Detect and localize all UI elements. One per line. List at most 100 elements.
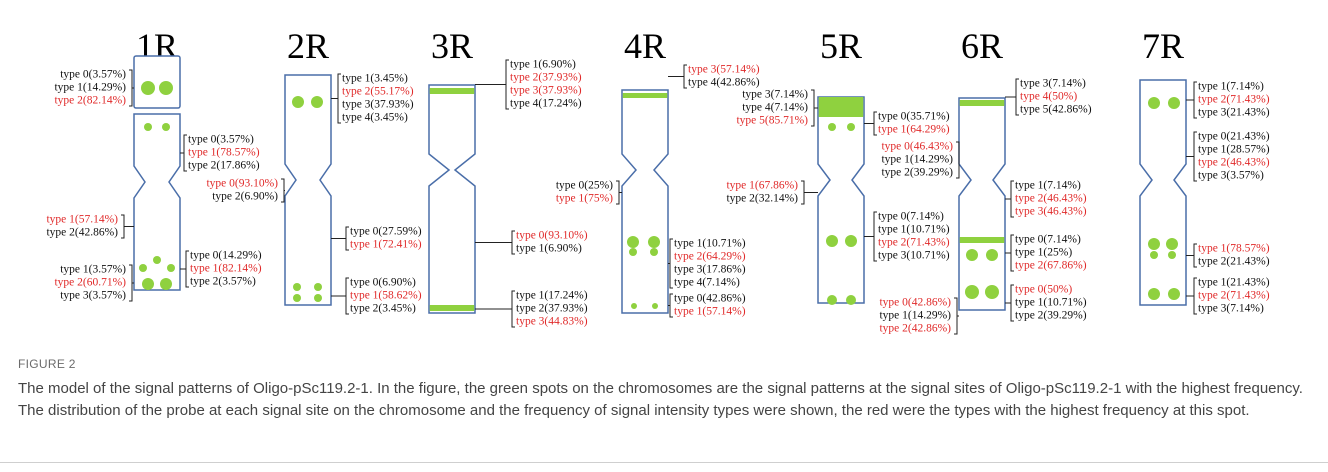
signal-spot (1148, 238, 1160, 250)
type-label: type 3(37.93%) (342, 99, 414, 111)
type-label: type 2(71.43%) (878, 237, 950, 249)
type-label: type 0(7.14%) (1015, 234, 1081, 246)
signal-spot (1150, 251, 1158, 259)
type-label: type 1(10.71%) (1015, 297, 1087, 309)
chromosome-name: 7R (1142, 26, 1184, 66)
type-label: type 5(42.86%) (1020, 104, 1092, 116)
type-label: type 1(7.14%) (1015, 180, 1081, 192)
type-label: type 2(39.29%) (881, 167, 953, 179)
type-label: type 1(7.14%) (1198, 81, 1264, 93)
signal-spot (826, 235, 838, 247)
type-label: type 1(3.57%) (60, 264, 126, 276)
type-label: type 3(3.57%) (1198, 170, 1264, 182)
type-label: type 3(37.93%) (510, 85, 582, 97)
signal-band (430, 88, 475, 94)
signal-spot (652, 303, 658, 309)
type-label: type 3(46.43%) (1015, 206, 1087, 218)
chromosome-name: 6R (961, 26, 1003, 66)
type-label: type 0(46.43%) (881, 141, 953, 153)
signal-band (960, 237, 1005, 243)
type-label: type 1(25%) (1015, 247, 1072, 259)
bracket (864, 212, 877, 261)
type-label: type 2(60.71%) (54, 277, 126, 289)
signal-spot (159, 81, 173, 95)
signal-spot (314, 294, 322, 302)
type-label: type 0(7.14%) (878, 211, 944, 223)
bracket (331, 74, 341, 123)
type-label: type 1(57.14%) (46, 214, 118, 226)
type-label: type 2(46.43%) (1198, 157, 1270, 169)
type-label: type 3(3.57%) (60, 290, 126, 302)
bracket (1186, 244, 1197, 267)
type-label: type 1(21.43%) (1198, 277, 1270, 289)
satellite (134, 56, 180, 108)
signal-spot (648, 236, 660, 248)
type-label: type 0(93.10%) (206, 178, 278, 190)
type-label: type 0(3.57%) (188, 134, 254, 146)
bracket (475, 231, 515, 254)
signal-spot (827, 295, 837, 305)
signal-spot (1148, 288, 1160, 300)
bracket (121, 215, 134, 238)
signal-spot (167, 264, 175, 272)
signal-spot (828, 123, 836, 131)
type-label: type 2(17.86%) (188, 160, 260, 172)
signal-band (430, 305, 475, 311)
type-label: type 1(78.57%) (188, 147, 260, 159)
chromosome (959, 98, 1005, 310)
type-label: type 4(3.45%) (342, 112, 408, 124)
type-label: type 4(7.14%) (674, 277, 740, 289)
bracket (1186, 82, 1197, 118)
bracket (281, 179, 285, 202)
type-label: type 1(67.86%) (726, 180, 798, 192)
type-label: type 1(3.45%) (342, 73, 408, 85)
chromosome (429, 85, 475, 313)
bracket (331, 227, 349, 250)
signal-spot (142, 278, 154, 290)
type-label: type 3(21.43%) (1198, 107, 1270, 119)
signal-spot (153, 256, 161, 264)
type-label: type 1(10.71%) (674, 238, 746, 250)
signal-spot (966, 249, 978, 261)
type-label: type 0(6.90%) (350, 277, 416, 289)
type-label: type 2(71.43%) (1198, 94, 1270, 106)
bracket (811, 90, 818, 126)
bracket (956, 142, 959, 178)
type-label: type 1(14.29%) (881, 154, 953, 166)
bracket (475, 291, 515, 327)
type-label: type 0(3.57%) (60, 69, 126, 81)
type-label: type 2(55.17%) (342, 86, 414, 98)
signal-spot (311, 96, 323, 108)
signal-spot (293, 283, 301, 291)
type-label: type 0(50%) (1015, 284, 1072, 296)
chromosome-name: 2R (287, 26, 329, 66)
signal-spot (629, 248, 637, 256)
type-label: type 1(17.24%) (516, 290, 588, 302)
signal-spot (845, 235, 857, 247)
type-label: type 1(82.14%) (190, 263, 262, 275)
bracket (1005, 235, 1014, 271)
type-label: type 1(58.62%) (350, 290, 422, 302)
type-label: type 2(3.45%) (350, 303, 416, 315)
type-label: type 1(14.29%) (54, 82, 126, 94)
type-label: type 0(42.86%) (879, 297, 951, 309)
chromosome-name: 4R (624, 26, 666, 66)
type-label: type 2(37.93%) (510, 72, 582, 84)
chromosome (818, 97, 864, 303)
type-label: type 1(10.71%) (878, 224, 950, 236)
signal-spot (292, 96, 304, 108)
chromosome (622, 90, 668, 313)
type-label: type 1(72.41%) (350, 239, 422, 251)
type-label: type 2(37.93%) (516, 303, 588, 315)
type-label: type 2(46.43%) (1015, 193, 1087, 205)
signal-spot (1166, 238, 1178, 250)
type-label: type 2(82.14%) (54, 95, 126, 107)
page: 1Rtype 0(3.57%)type 1(14.29%)type 2(82.1… (0, 0, 1328, 472)
type-label: type 2(21.43%) (1198, 256, 1270, 268)
type-label: type 0(21.43%) (1198, 131, 1270, 143)
type-label: type 0(35.71%) (878, 111, 950, 123)
type-label: type 0(42.86%) (674, 293, 746, 305)
type-label: type 1(6.90%) (516, 243, 582, 255)
bracket (1186, 278, 1197, 314)
